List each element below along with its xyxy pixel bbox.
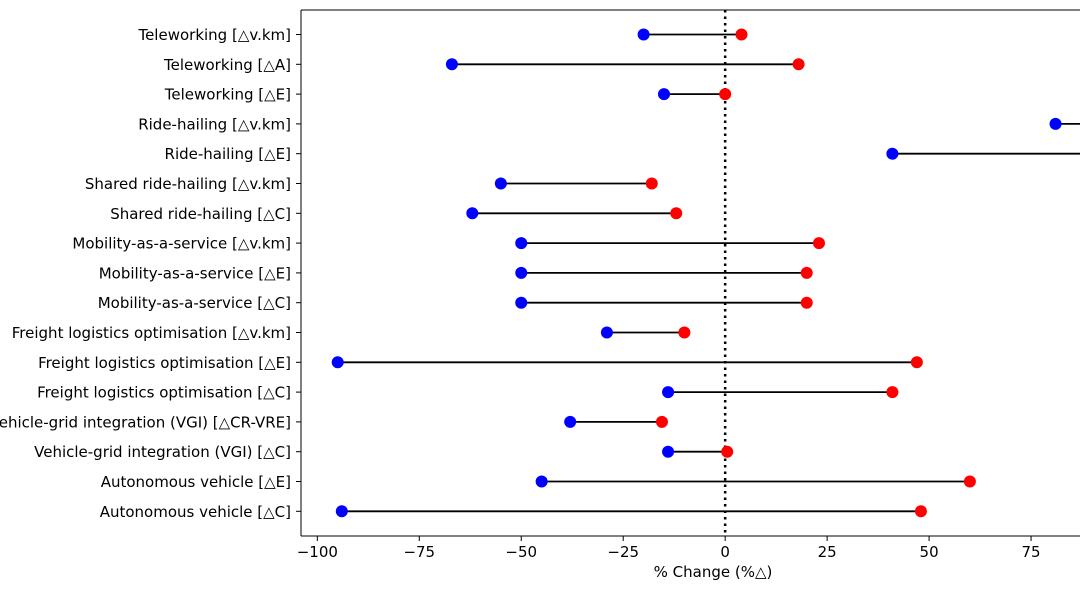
x-tick-label: −25: [607, 543, 639, 561]
low-value-point: [335, 505, 348, 518]
low-value-point: [600, 326, 613, 339]
high-value-point: [670, 207, 683, 220]
low-value-point: [637, 28, 650, 41]
y-tick-label: Vehicle-grid integration (VGI) [△CR-VRE]: [0, 413, 291, 431]
high-value-point: [792, 58, 805, 71]
high-value-point: [963, 475, 976, 488]
low-value-point: [657, 88, 670, 101]
low-value-point: [886, 147, 899, 160]
low-value-point: [564, 415, 577, 428]
y-tick-label: Teleworking [△A]: [163, 56, 291, 74]
low-value-point: [515, 296, 528, 309]
y-tick-label: Teleworking [△E]: [164, 86, 291, 104]
y-tick-label: Freight logistics optimisation [△v.km]: [12, 324, 291, 342]
x-axis-label: % Change (%△): [654, 563, 773, 581]
high-value-point: [721, 445, 734, 458]
y-tick-label: Ride-hailing [△v.km]: [138, 115, 291, 133]
x-tick-label: 75: [1022, 543, 1041, 561]
high-value-point: [910, 356, 923, 369]
low-value-point: [535, 475, 548, 488]
x-tick-label: −75: [403, 543, 435, 561]
y-tick-label: Vehicle-grid integration (VGI) [△C]: [34, 443, 291, 461]
x-tick-label: 25: [818, 543, 837, 561]
x-axis: −100 −75 −50 −25 0 25 50 75: [297, 536, 1041, 561]
y-tick-label: Freight logistics optimisation [△E]: [38, 354, 291, 372]
x-tick-label: 0: [720, 543, 730, 561]
y-tick-label: Shared ride-hailing [△v.km]: [85, 175, 291, 193]
high-value-point: [800, 296, 813, 309]
y-tick-label: Autonomous vehicle [△C]: [100, 503, 291, 521]
low-value-point: [515, 237, 528, 250]
x-tick-label: −50: [505, 543, 537, 561]
x-tick-label: −100: [297, 543, 338, 561]
low-value-point: [662, 445, 675, 458]
y-tick-label: Freight logistics optimisation [△C]: [37, 384, 291, 402]
low-value-point: [515, 266, 528, 279]
high-value-point: [800, 266, 813, 279]
y-tick-label: Teleworking [△v.km]: [137, 26, 291, 44]
y-tick-label: Mobility-as-a-service [△C]: [98, 294, 291, 312]
high-value-point: [886, 386, 899, 399]
high-value-point: [812, 237, 825, 250]
y-tick-label: Mobility-as-a-service [△E]: [99, 264, 291, 282]
high-value-point: [719, 88, 732, 101]
high-value-point: [914, 505, 927, 518]
high-value-point: [655, 415, 668, 428]
low-value-point: [662, 386, 675, 399]
low-value-point: [1049, 117, 1062, 130]
y-axis: Teleworking [△v.km] Teleworking [△A] Telew…: [0, 26, 301, 521]
low-value-point: [445, 58, 458, 71]
high-value-point: [735, 28, 748, 41]
low-value-point: [466, 207, 479, 220]
y-tick-label: Autonomous vehicle [△E]: [101, 473, 291, 491]
low-value-point: [494, 177, 507, 190]
y-tick-label: Mobility-as-a-service [△v.km]: [72, 235, 291, 253]
y-tick-label: Ride-hailing [△E]: [165, 145, 291, 163]
x-tick-label: 50: [920, 543, 939, 561]
low-value-point: [331, 356, 344, 369]
plot-area: [331, 10, 1080, 536]
y-tick-label: Shared ride-hailing [△C]: [110, 205, 291, 223]
high-value-point: [645, 177, 658, 190]
high-value-point: [678, 326, 691, 339]
